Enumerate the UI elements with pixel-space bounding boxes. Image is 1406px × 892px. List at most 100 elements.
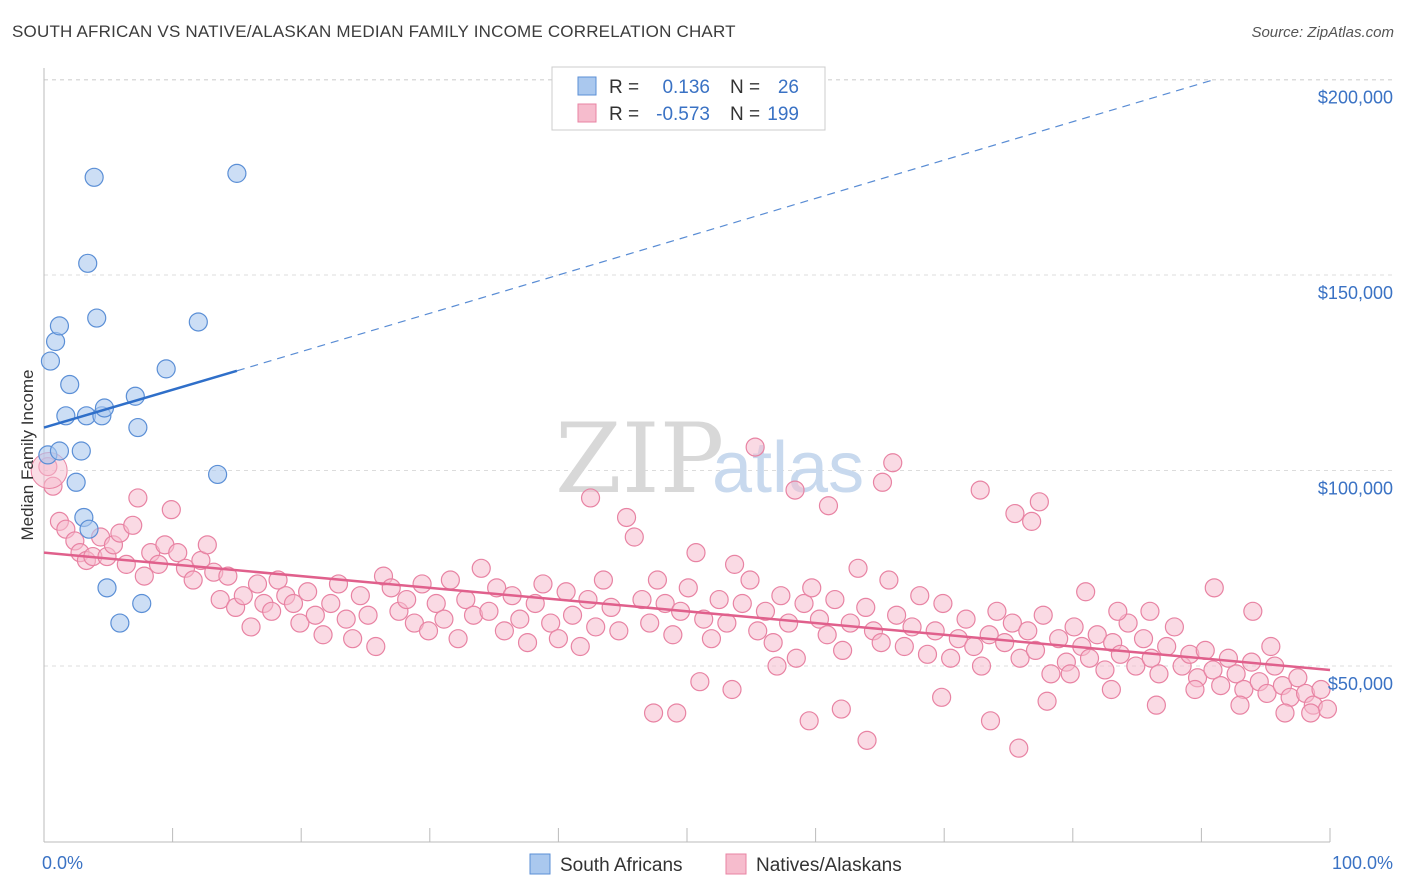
natives-alaskans-point <box>767 656 787 676</box>
natives-alaskans-point <box>690 672 710 692</box>
natives-alaskans-point <box>1195 640 1215 661</box>
natives-alaskans-point <box>647 570 668 590</box>
natives-alaskans-point <box>336 609 356 629</box>
natives-alaskans-point <box>548 629 569 649</box>
natives-alaskans-point <box>802 578 822 598</box>
natives-alaskans-point <box>987 601 1007 621</box>
natives-alaskans-point <box>381 578 401 598</box>
trend-lines <box>43 78 1331 672</box>
natives-alaskans-point <box>745 437 765 457</box>
natives-alaskans-point <box>748 621 768 641</box>
natives-alaskans-point <box>218 566 238 586</box>
natives-alaskans-point <box>632 589 652 610</box>
natives-alaskans-point <box>1185 679 1205 700</box>
natives-alaskans-point <box>1005 503 1025 524</box>
y-tick-labels: $50,000 $100,000 $150,000 $200,000 <box>1318 88 1393 694</box>
natives-alaskans-point <box>879 570 899 590</box>
natives-alaskans-point <box>799 711 819 731</box>
source-label: Source: ZipAtlas.com <box>1251 24 1394 41</box>
legend-n-label: N = <box>730 77 760 98</box>
natives-alaskans-point <box>578 589 598 610</box>
natives-alaskans-point <box>616 507 637 528</box>
south-africans-point <box>79 519 99 539</box>
natives-alaskans-point <box>609 621 629 641</box>
natives-alaskans-point <box>678 578 698 598</box>
natives-alaskans-point <box>1157 636 1177 657</box>
natives-alaskans-point <box>1060 664 1080 684</box>
legend-swatch-natives-alaskans <box>577 103 597 123</box>
south-africans-trend-extension <box>236 78 1215 372</box>
natives-alaskans-point <box>1311 679 1331 700</box>
natives-alaskans-point <box>168 543 188 563</box>
natives-alaskans-point <box>556 582 576 602</box>
natives-alaskans-point <box>970 480 990 500</box>
natives-alaskans-point <box>366 636 386 657</box>
natives-alaskans-point <box>128 488 148 508</box>
natives-alaskans-point <box>932 687 952 707</box>
natives-alaskans-point <box>694 609 714 629</box>
natives-alaskans-point <box>290 613 310 633</box>
natives-alaskans-point <box>494 621 514 641</box>
natives-alaskans-point <box>1022 511 1042 531</box>
natives-alaskans-point <box>1049 629 1069 649</box>
south-africans-point <box>78 253 98 273</box>
legend-r-value: 0.136 <box>662 77 710 98</box>
natives-alaskans-point <box>1275 703 1295 723</box>
natives-alaskans-points <box>30 437 1338 758</box>
natives-alaskans-point <box>1018 621 1038 641</box>
natives-alaskans-point <box>1149 664 1169 684</box>
south-africans-point <box>97 578 117 598</box>
natives-alaskans-point <box>1110 644 1130 664</box>
natives-alaskans-point <box>1101 679 1121 700</box>
natives-alaskans-point <box>1140 601 1160 621</box>
natives-alaskans-point <box>479 601 499 621</box>
natives-alaskans-point <box>856 597 876 618</box>
natives-alaskans-point <box>667 703 687 723</box>
natives-alaskans-point <box>1203 660 1223 680</box>
natives-alaskans-point <box>1037 691 1057 711</box>
natives-alaskans-point <box>722 679 742 700</box>
legend-label-natives-alaskans: Natives/Alaskans <box>756 855 902 876</box>
south-africans-points <box>38 163 247 633</box>
natives-alaskans-point <box>241 617 261 637</box>
natives-alaskans-point <box>1076 582 1096 602</box>
natives-alaskans-point <box>233 586 253 606</box>
natives-alaskans-point <box>763 632 783 653</box>
legend-r-label: R = <box>609 104 639 125</box>
natives-alaskans-point <box>833 640 853 661</box>
natives-alaskans-point <box>971 656 992 676</box>
x-tick-label: 0.0% <box>42 853 83 873</box>
natives-alaskans-point <box>1218 648 1239 668</box>
natives-alaskans-point <box>948 629 968 649</box>
south-africans-point <box>49 441 70 461</box>
natives-alaskans-point <box>426 593 446 614</box>
natives-alaskans-point <box>262 601 282 621</box>
natives-alaskans-point <box>786 648 806 668</box>
legend-swatch-south-africans <box>529 853 551 875</box>
natives-alaskans-point <box>771 586 791 606</box>
south-africans-point <box>66 472 86 492</box>
natives-alaskans-point <box>517 632 538 653</box>
south-africans-point <box>84 167 104 187</box>
natives-alaskans-point <box>941 648 961 668</box>
natives-alaskans-point <box>471 558 491 578</box>
legend-n-value: 26 <box>778 77 799 98</box>
natives-alaskans-point <box>1064 617 1084 637</box>
natives-alaskans-point <box>134 566 154 586</box>
natives-alaskans-point <box>732 593 752 614</box>
natives-alaskans-point <box>1095 660 1115 680</box>
natives-alaskans-point <box>541 613 561 633</box>
south-africans-trend-line <box>43 369 238 429</box>
natives-alaskans-point <box>894 636 914 657</box>
natives-alaskans-point <box>593 570 614 590</box>
south-africans-point <box>87 308 107 328</box>
chart-title: SOUTH AFRICAN VS NATIVE/ALASKAN MEDIAN F… <box>12 22 736 41</box>
south-africans-point <box>71 441 91 461</box>
south-africans-point <box>40 351 61 371</box>
natives-alaskans-point <box>418 621 439 641</box>
natives-alaskans-point <box>925 621 945 641</box>
natives-alaskans-point <box>1087 625 1107 645</box>
legend-label-south-africans: South Africans <box>560 855 683 876</box>
natives-alaskans-point <box>1257 683 1277 704</box>
